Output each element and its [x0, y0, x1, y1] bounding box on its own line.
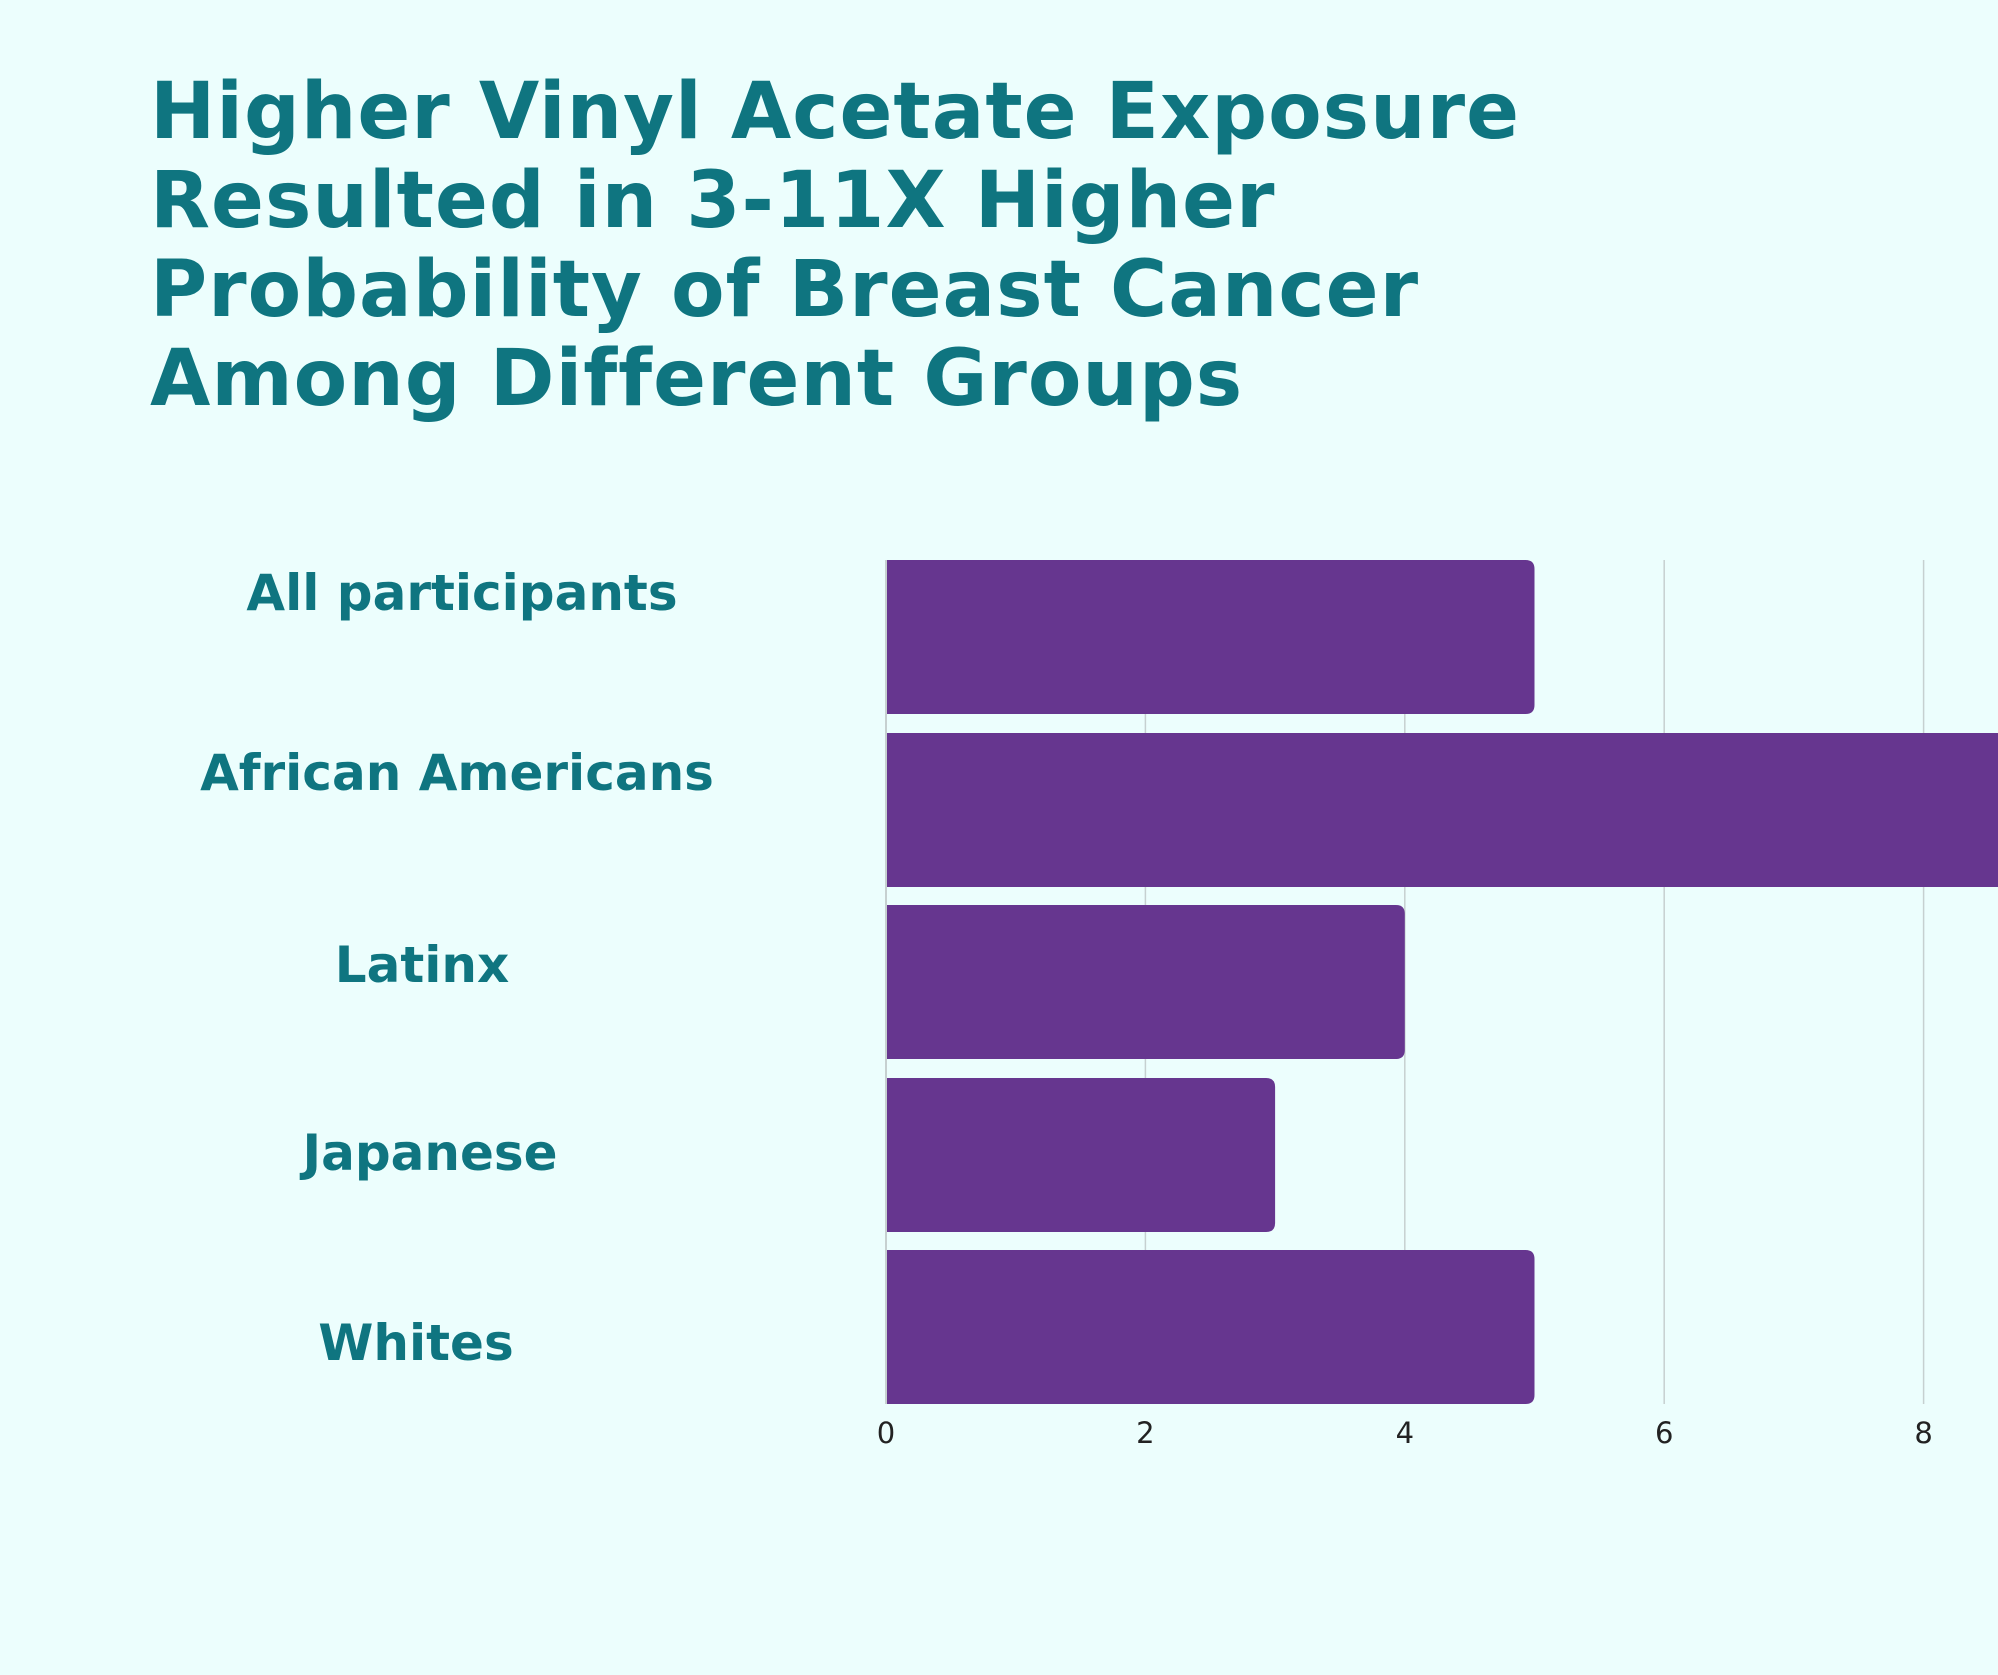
chart-title-line: Probability of Breast Cancer	[150, 245, 1420, 335]
x-tick-label: 6	[1655, 1416, 1673, 1450]
bars	[886, 560, 1998, 1404]
bar	[886, 1250, 1535, 1404]
category-label: Whites	[318, 1314, 513, 1372]
chart-title-line: Higher Vinyl Acetate Exposure	[150, 67, 1521, 157]
x-tick-labels: 024681012	[877, 1416, 1933, 1450]
chart-title-line: Resulted in 3-11X Higher	[150, 156, 1276, 246]
chart-title: Higher Vinyl Acetate Exposure Resulted i…	[150, 68, 1770, 424]
category-labels: All participants African Americans Latinx J…	[200, 564, 714, 1372]
bar	[886, 733, 1998, 887]
bar	[886, 1078, 1276, 1232]
x-tick-label: 2	[1136, 1416, 1154, 1450]
category-label: Latinx	[335, 936, 510, 994]
category-label: Japanese	[299, 1124, 557, 1182]
category-label: African Americans	[200, 744, 714, 802]
x-tick-label: 0	[877, 1416, 895, 1450]
bar	[886, 905, 1405, 1059]
x-tick-label: 4	[1396, 1416, 1414, 1450]
bar	[886, 560, 1535, 714]
x-tick-label: 8	[1914, 1416, 1932, 1450]
chart-title-line: Among Different Groups	[150, 334, 1244, 424]
category-label: All participants	[246, 564, 677, 622]
